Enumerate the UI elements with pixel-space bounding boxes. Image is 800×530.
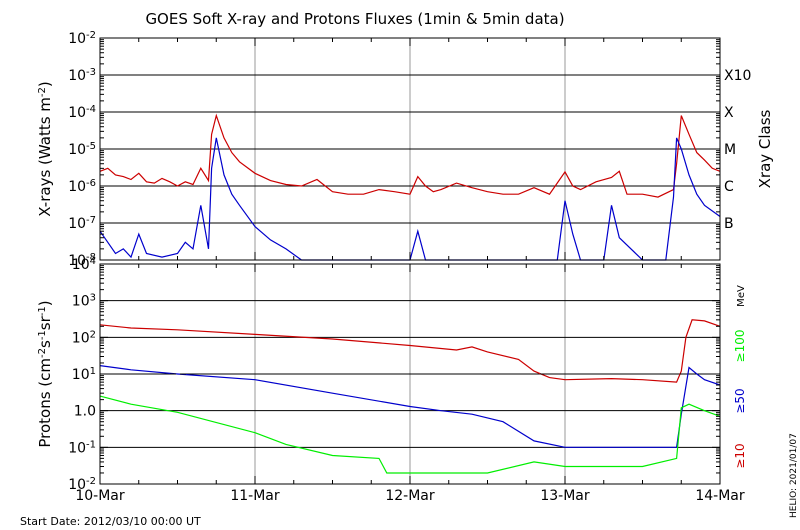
xray-class-title: Xray Class — [756, 109, 774, 188]
energy-label: ≥50 — [733, 388, 747, 413]
y-tick-label: 1.0 — [74, 404, 96, 420]
chart-title: GOES Soft X-ray and Protons Fluxes (1min… — [145, 10, 564, 28]
y-tick-label: 10-4 — [68, 104, 96, 122]
xray-class-label: M — [724, 142, 736, 158]
y-tick-label: 10-5 — [68, 141, 96, 159]
credit-label: HELIO: 2021/01/07 — [789, 433, 799, 518]
y-tick-label: 10-6 — [68, 178, 96, 196]
y-tick-label: 103 — [72, 292, 96, 310]
start-date: Start Date: 2012/03/10 00:00 UT — [20, 515, 201, 528]
xray-class-label: B — [724, 216, 734, 232]
xray-class-label: X — [724, 105, 734, 121]
y-tick-label: 10-1 — [68, 439, 96, 457]
proton-ylabel: Protons (cm-2s-1sr-1) — [36, 300, 54, 447]
proton-panel: 10-2 10-1 1.0 101 102 103 104 Protons (cm-2s-1… — [36, 256, 747, 494]
xray-class-label: C — [724, 179, 734, 195]
y-tick-label: 10-2 — [68, 476, 96, 494]
x-tick-label: 10-Mar — [75, 488, 125, 504]
y-tick-label: 10-7 — [68, 215, 96, 233]
xray-panel: 10-8 10-7 10-6 10-5 10-4 10-3 10-2 B C M X X10 X-r… — [36, 30, 774, 270]
x-tick-label: 13-Mar — [540, 488, 590, 504]
proton-series-green — [99, 395, 721, 474]
energy-label: ≥100 — [733, 330, 747, 363]
x-tick-label: 12-Mar — [385, 488, 435, 504]
xray-series-red — [99, 113, 721, 198]
energy-unit-label: MeV — [736, 285, 747, 307]
xray-class-label: X10 — [724, 68, 751, 84]
y-tick-label: 10-2 — [68, 30, 96, 48]
x-tick-label: 14-Mar — [695, 488, 745, 504]
proton-series-red — [99, 319, 721, 383]
y-tick-label: 104 — [72, 256, 96, 274]
y-tick-label: 101 — [72, 366, 96, 384]
y-tick-label: 10-3 — [68, 67, 96, 85]
proton-series-blue — [99, 365, 721, 448]
xray-ylabel: X-rays (Watts m-2) — [36, 81, 54, 216]
y-tick-label: 102 — [72, 329, 96, 347]
x-tick-label: 11-Mar — [230, 488, 280, 504]
energy-label: ≥10 — [733, 443, 747, 468]
y-tick-label: 10-8 — [68, 252, 96, 270]
